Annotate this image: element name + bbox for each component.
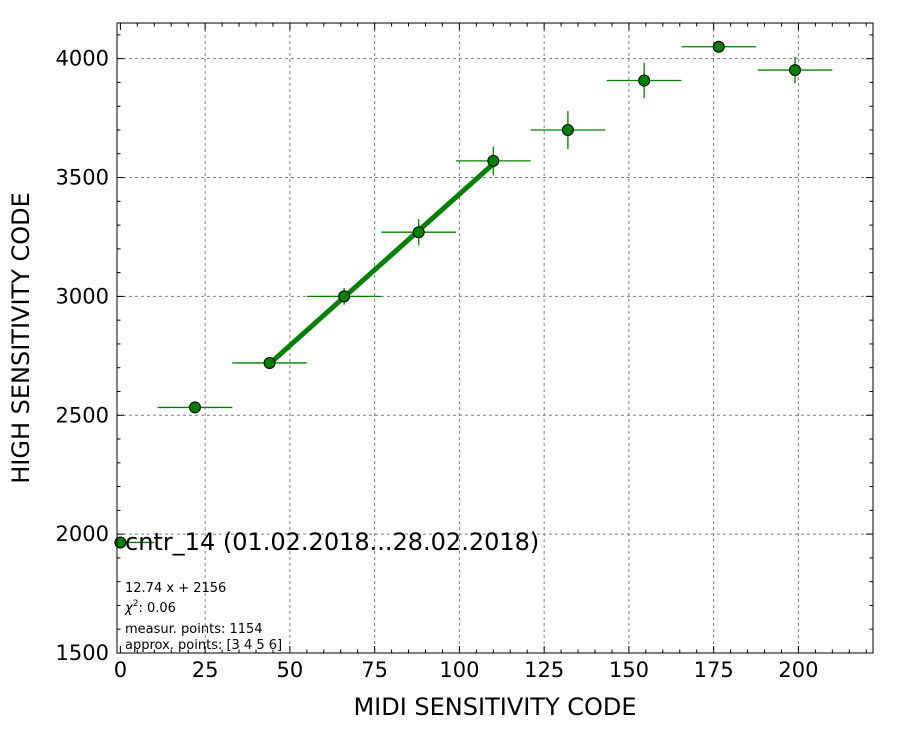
data-point [487, 154, 500, 167]
x-axis-label: MIDI SENSITIVITY CODE [353, 693, 636, 721]
error-bars [117, 46, 833, 544]
fit-line [267, 162, 495, 366]
chi-symbol: χ [124, 601, 134, 616]
x-tick-label: 200 [778, 658, 818, 682]
minor-ticks [117, 23, 873, 653]
chi-value: : 0.06 [138, 601, 175, 616]
data-points [114, 40, 802, 549]
data-point [561, 123, 574, 136]
x-tick-label: 50 [277, 658, 304, 682]
approx-points: approx. points: [3 4 5 6] [125, 638, 282, 653]
y-axis-label: HIGH SENSITIVITY CODE [7, 192, 35, 484]
data-point [638, 74, 651, 87]
x-tick-label: 125 [524, 658, 564, 682]
data-point [338, 290, 351, 303]
x-tick-label: 100 [439, 658, 479, 682]
chi-exponent: 2 [133, 599, 139, 609]
x-tick-label: 75 [361, 658, 388, 682]
major-ticks [117, 23, 873, 654]
x-tick-label: 0 [114, 658, 127, 682]
legend-series-label: cntr_14 (01.02.2018...28.02.2018) [125, 528, 539, 556]
y-tick-label: 4000 [56, 47, 109, 71]
plot-frame [116, 22, 874, 654]
measured-points: measur. points: 1154 [125, 622, 263, 637]
fit-line-layer [267, 162, 495, 366]
data-point [263, 356, 276, 369]
data-point [114, 536, 127, 549]
x-tick-label: 25 [192, 658, 219, 682]
y-tick-labels: 1500 2000 2500 3000 3500 4000 [56, 47, 109, 665]
y-tick-label: 2500 [56, 403, 109, 427]
y-tick-label: 1500 [56, 641, 109, 665]
y-tick-label: 3500 [56, 166, 109, 190]
y-tick-label: 2000 [56, 522, 109, 546]
fit-annotations: 12.74 x + 2156 χ2: 0.06 measur. points: … [124, 581, 282, 653]
x-tick-label: 175 [694, 658, 734, 682]
fit-equation: 12.74 x + 2156 [125, 581, 226, 596]
y-tick-label: 3000 [56, 284, 109, 308]
data-point [188, 401, 201, 414]
x-tick-labels: 0 25 50 75 100 125 150 175 200 [114, 658, 819, 682]
data-point [712, 40, 725, 53]
grid [117, 23, 873, 653]
data-point [789, 64, 802, 77]
chi-square: χ2: 0.06 [124, 599, 176, 616]
x-tick-label: 150 [609, 658, 649, 682]
data-point [412, 226, 425, 239]
